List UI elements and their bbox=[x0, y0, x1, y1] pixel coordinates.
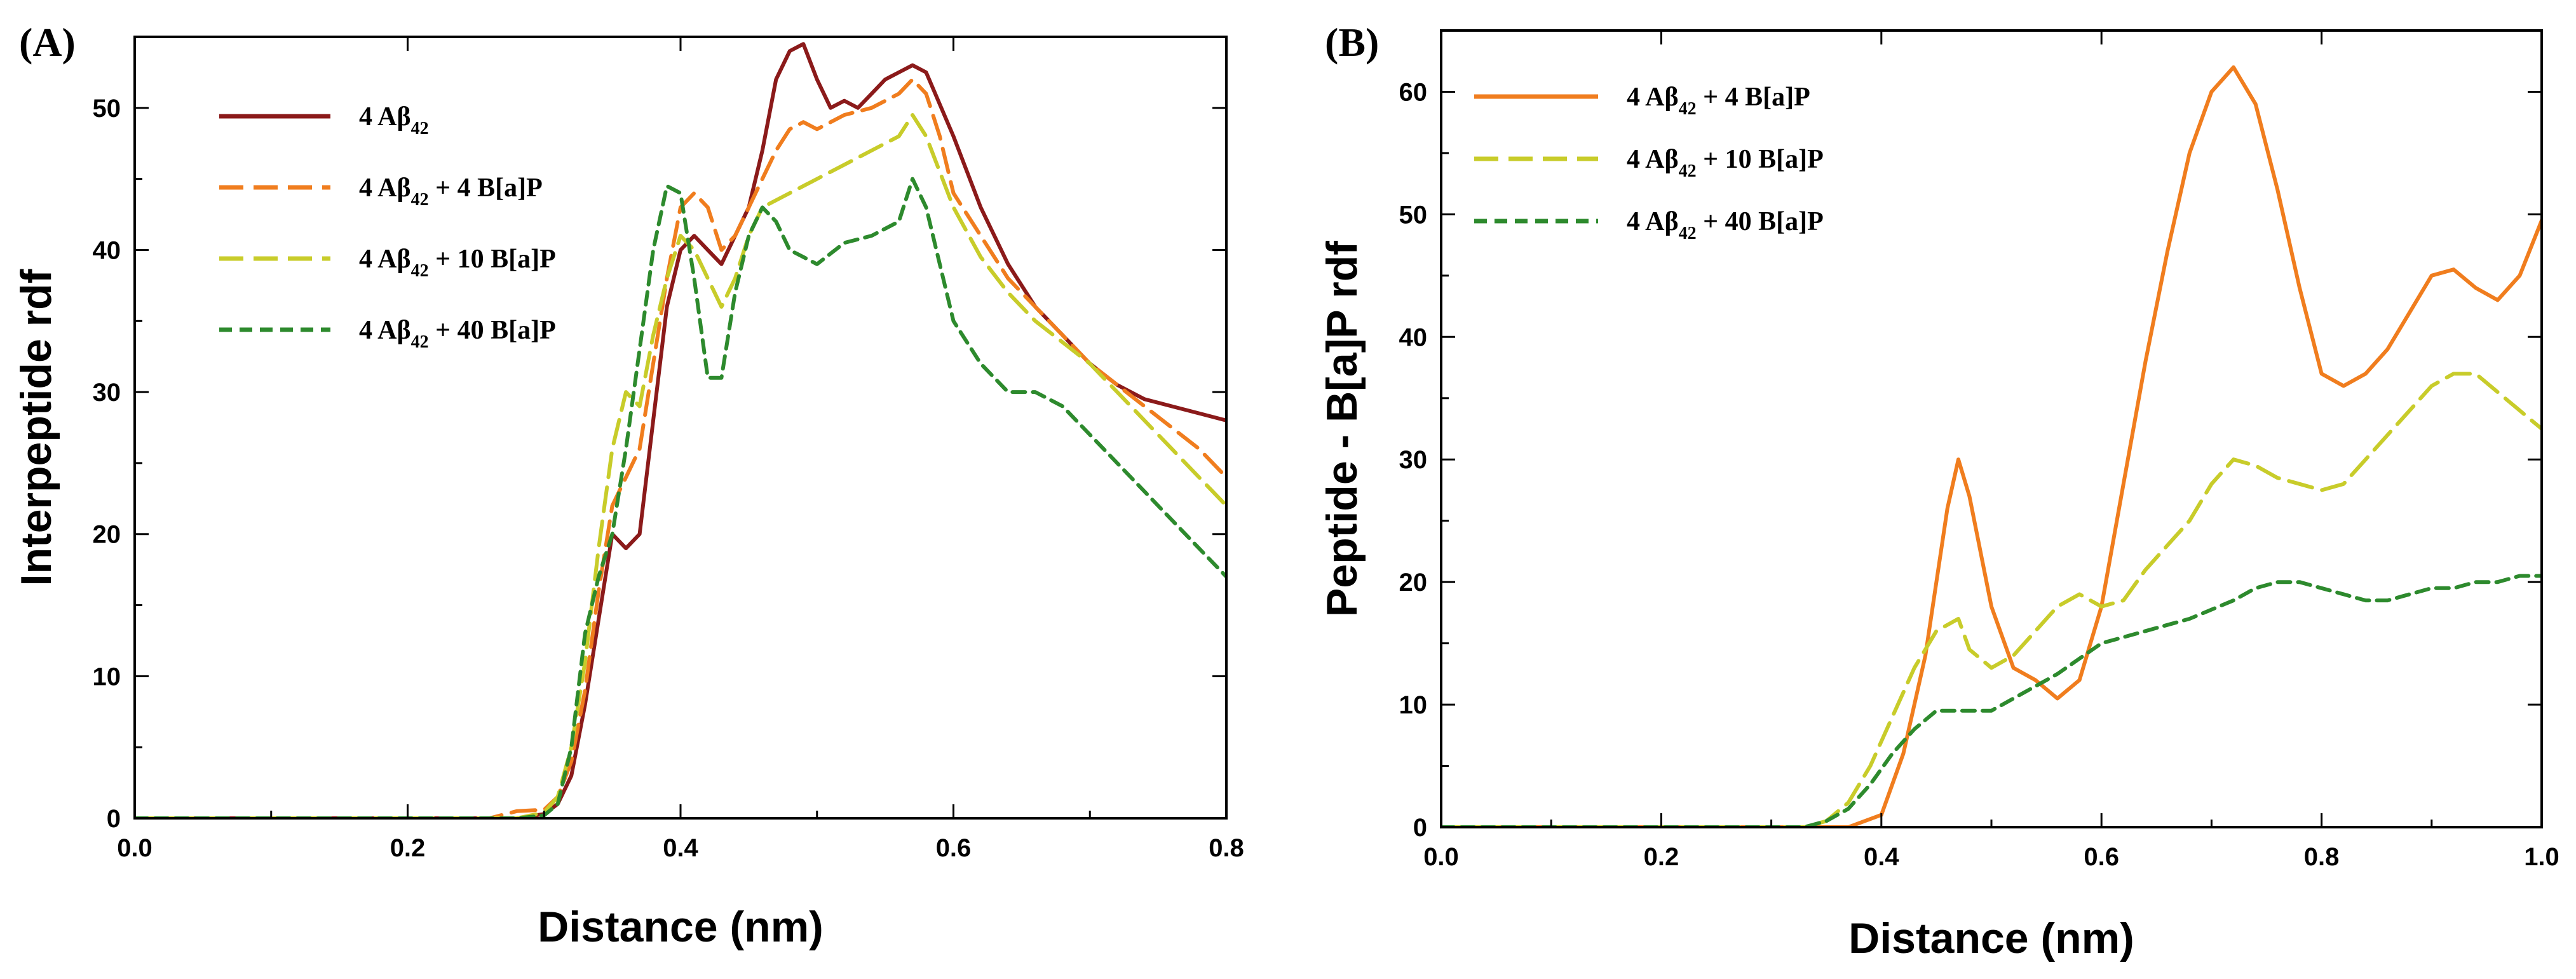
x-tick-label-a: 0.8 bbox=[1209, 834, 1244, 862]
x-tick-label-b: 1.0 bbox=[2524, 843, 2559, 871]
x-tick-label-b: 0.0 bbox=[1423, 843, 1459, 871]
panel-b: (B) Peptide - B[a]P rdf Distance (nm) 0.… bbox=[1318, 20, 2559, 962]
x-tick-label-a: 0.4 bbox=[663, 834, 698, 862]
x-tick-label-b: 0.6 bbox=[2084, 843, 2119, 871]
x-tick-label-b: 0.4 bbox=[1864, 843, 1899, 871]
panel-label-a: (A) bbox=[19, 20, 76, 65]
y-tick-label-b: 10 bbox=[1399, 691, 1428, 719]
series-line-b-0 bbox=[1441, 65, 2542, 827]
panel-a: (A) Interpeptide rdf Distance (nm) 0.0 0.… bbox=[12, 20, 1244, 951]
plot-frame-b bbox=[1440, 29, 2543, 828]
y-tick-label-b: 20 bbox=[1399, 569, 1428, 597]
series-line-a-1 bbox=[135, 78, 1226, 818]
y-tick-label-b: 40 bbox=[1399, 323, 1428, 351]
series-group-a bbox=[135, 42, 1226, 818]
series-line-a-2 bbox=[135, 113, 1226, 818]
x-axis-title-a: Distance (nm) bbox=[538, 903, 824, 951]
y-tick-label-a: 10 bbox=[93, 663, 121, 691]
series-group-b bbox=[1441, 65, 2542, 827]
legend-label-a-0: 4 Aβ42 bbox=[359, 102, 429, 138]
panel-label-b: (B) bbox=[1325, 20, 1379, 65]
legend-label-b-0: 4 Aβ42 + 4 B[a]P bbox=[1627, 83, 1810, 119]
legend-label-b-2: 4 Aβ42 + 40 B[a]P bbox=[1627, 207, 1824, 243]
plot-frame-a bbox=[133, 36, 1228, 820]
series-line-a-0 bbox=[135, 42, 1226, 818]
y-tick-label-a: 50 bbox=[93, 95, 121, 123]
y-axis-title-a: Interpeptide rdf bbox=[12, 269, 60, 586]
x-tick-label-a: 0.2 bbox=[390, 834, 426, 862]
y-tick-label-a: 20 bbox=[93, 521, 121, 549]
series-line-b-1 bbox=[1441, 372, 2542, 827]
y-tick-label-b: 30 bbox=[1399, 446, 1428, 474]
y-tick-label-a: 0 bbox=[107, 805, 121, 833]
legend-label-a-1: 4 Aβ42 + 4 B[a]P bbox=[359, 173, 543, 210]
y-tick-label-b: 60 bbox=[1399, 78, 1428, 106]
y-axis-title-b: Peptide - B[a]P rdf bbox=[1318, 241, 1366, 617]
legend-label-b-1: 4 Aβ42 + 10 B[a]P bbox=[1627, 145, 1824, 181]
x-tick-label-b: 0.2 bbox=[1644, 843, 1679, 871]
y-tick-label-a: 30 bbox=[93, 379, 121, 407]
y-tick-label-a: 40 bbox=[93, 236, 121, 264]
x-tick-label-a: 0.0 bbox=[117, 834, 153, 862]
legend-label-a-3: 4 Aβ42 + 40 B[a]P bbox=[359, 316, 556, 352]
series-line-a-3 bbox=[135, 177, 1226, 818]
x-axis-title-b: Distance (nm) bbox=[1848, 914, 2134, 962]
legend-label-a-2: 4 Aβ42 + 10 B[a]P bbox=[359, 245, 556, 281]
x-tick-label-a: 0.6 bbox=[936, 834, 972, 862]
x-tick-label-b: 0.8 bbox=[2304, 843, 2340, 871]
y-tick-label-b: 50 bbox=[1399, 201, 1428, 229]
series-line-b-2 bbox=[1441, 574, 2542, 827]
y-tick-label-b: 0 bbox=[1413, 814, 1427, 842]
